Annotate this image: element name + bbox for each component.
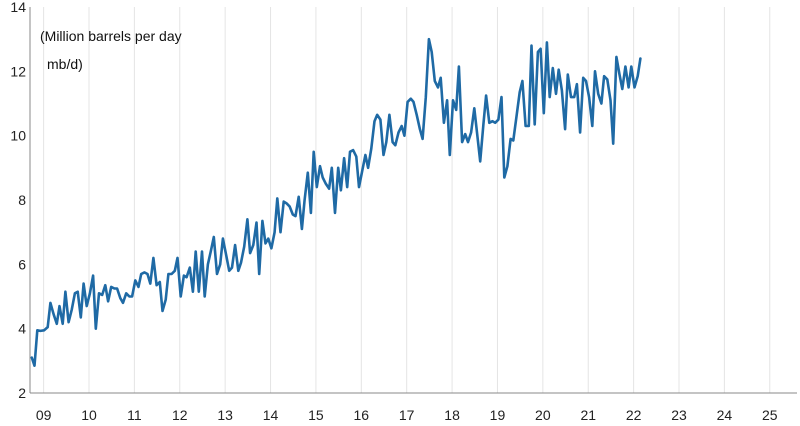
x-tick-label: 14 — [263, 407, 279, 423]
x-tick-label: 20 — [535, 407, 551, 423]
x-tick-label: 18 — [444, 407, 460, 423]
x-tick-label: 16 — [354, 407, 370, 423]
x-tick-label: 17 — [399, 407, 415, 423]
x-tick-label: 22 — [626, 407, 642, 423]
x-tick-label: 23 — [671, 407, 687, 423]
x-tick-label: 24 — [717, 407, 733, 423]
unit-note-line-2: mb/d) — [47, 56, 83, 72]
x-tick-label: 12 — [172, 407, 188, 423]
y-tick-label: 10 — [10, 128, 26, 144]
y-tick-label: 8 — [18, 192, 26, 208]
y-tick-label: 2 — [18, 385, 26, 401]
x-tick-label: 15 — [308, 407, 324, 423]
y-tick-label: 14 — [10, 0, 26, 15]
y-tick-labels: 2 4 6 8 10 12 14 — [10, 0, 26, 401]
series-line — [30, 37, 642, 367]
x-tick-label: 13 — [217, 407, 233, 423]
x-tick-label: 21 — [580, 407, 596, 423]
x-tick-label: 09 — [36, 407, 52, 423]
y-tick-label: 4 — [18, 321, 26, 337]
vertical-gridlines — [43, 7, 771, 393]
x-tick-label: 19 — [490, 407, 506, 423]
x-tick-labels: 09 10 11 12 13 14 15 16 17 18 19 20 21 22 23 24 25 — [36, 407, 778, 423]
y-tick-label: 12 — [10, 63, 26, 79]
x-tick-label: 11 — [127, 407, 142, 423]
y-tick-label: 6 — [18, 256, 26, 272]
x-tick-label: 10 — [81, 407, 97, 423]
x-tick-label: 25 — [762, 407, 778, 423]
series-layer — [30, 37, 642, 367]
unit-note-line-1: (Million barrels per day — [40, 28, 182, 44]
